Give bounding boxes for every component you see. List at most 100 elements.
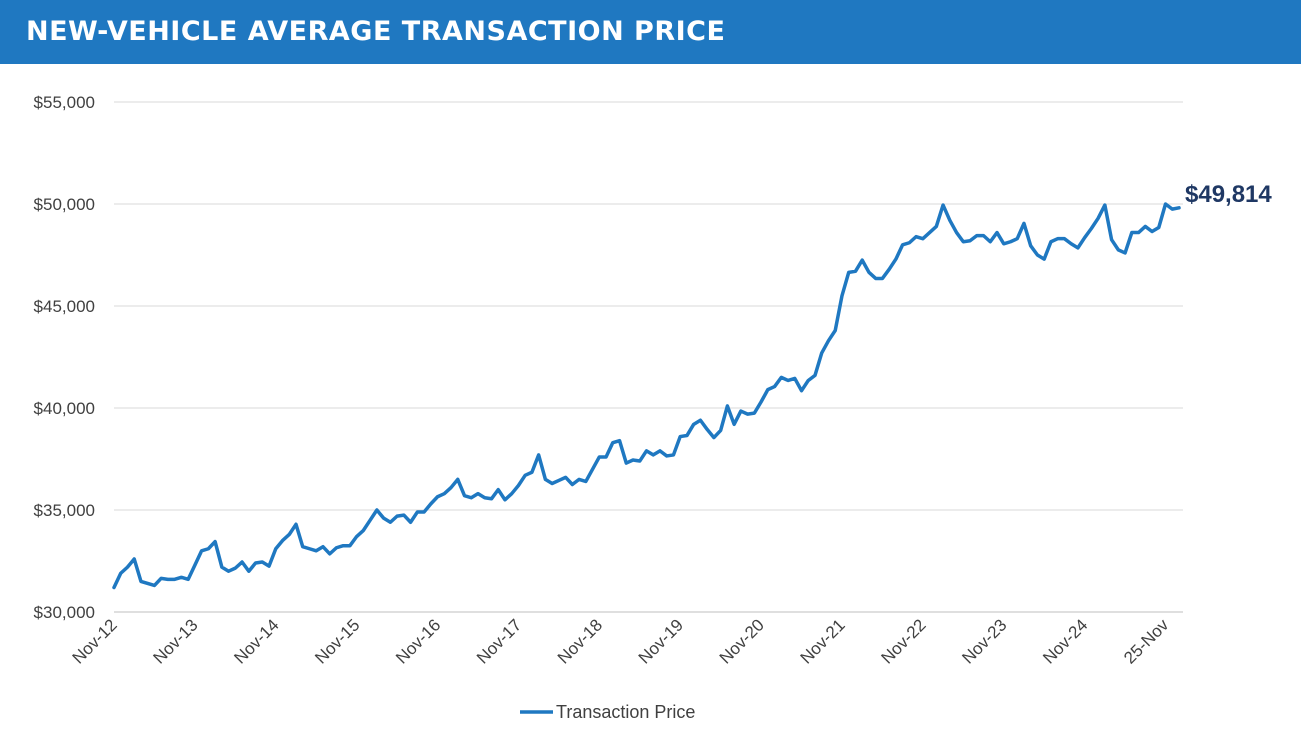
y-axis: $30,000 $35,000 $40,000 $45,000 $50,000 $55,0…: [34, 93, 95, 622]
data-point: [807, 379, 810, 382]
data-point: [557, 479, 560, 482]
data-point: [396, 515, 399, 518]
data-point: [1056, 237, 1059, 240]
data-point: [982, 234, 985, 237]
legend-label: Transaction Price: [556, 702, 695, 722]
y-tick-label: $50,000: [34, 195, 95, 214]
data-point: [989, 240, 992, 243]
data-point: [200, 549, 203, 552]
data-point: [1130, 231, 1133, 234]
data-point: [342, 544, 345, 547]
x-tick-label: Nov-12: [69, 615, 121, 667]
data-point: [1151, 230, 1154, 233]
data-point: [618, 439, 621, 442]
data-point: [773, 385, 776, 388]
data-point: [274, 547, 277, 550]
data-point: [1083, 236, 1086, 239]
data-point: [187, 578, 190, 581]
data-point: [544, 478, 547, 481]
x-tick-label: Nov-16: [392, 615, 444, 667]
data-point: [867, 271, 870, 274]
data-point: [139, 580, 142, 583]
chart-title: NEW-VEHICLE AVERAGE TRANSACTION PRICE: [26, 16, 726, 47]
data-point: [908, 241, 911, 244]
data-point: [220, 566, 223, 569]
data-point: [288, 533, 291, 536]
data-point: [996, 231, 999, 234]
data-point: [450, 486, 453, 489]
x-tick-label: Nov-17: [473, 615, 525, 667]
data-point: [483, 496, 486, 499]
data-point: [173, 578, 176, 581]
data-point: [1137, 231, 1140, 234]
data-point: [301, 545, 304, 548]
gridlines: [114, 101, 1183, 511]
data-point: [470, 496, 473, 499]
data-point: [854, 270, 857, 273]
data-point: [928, 231, 931, 234]
data-point: [1070, 242, 1073, 245]
data-point: [706, 428, 709, 431]
data-point: [348, 544, 351, 547]
data-point: [416, 511, 419, 514]
data-point: [760, 400, 763, 403]
data-point: [652, 453, 655, 456]
y-tick-label: $55,000: [34, 93, 95, 112]
data-point: [113, 586, 116, 589]
data-point: [1063, 237, 1066, 240]
y-tick-label: $45,000: [34, 297, 95, 316]
data-point: [382, 517, 385, 520]
x-tick-label: Nov-24: [1039, 615, 1091, 667]
data-point: [133, 557, 136, 560]
data-point: [1097, 217, 1100, 220]
data-point: [537, 453, 540, 456]
data-point: [254, 562, 257, 565]
data-point: [780, 376, 783, 379]
data-point: [746, 413, 749, 416]
data-point: [1043, 258, 1046, 261]
data-point: [975, 234, 978, 237]
data-point: [888, 268, 891, 271]
data-point: [571, 483, 574, 486]
data-point: [942, 204, 945, 207]
data-point: [793, 377, 796, 380]
data-point: [328, 552, 331, 555]
data-point: [948, 219, 951, 222]
data-point: [1076, 246, 1079, 249]
data-point: [800, 389, 803, 392]
data-point: [180, 576, 183, 579]
x-tick-label: Nov-20: [716, 615, 768, 667]
x-tick-label: Nov-21: [797, 615, 849, 667]
data-point: [719, 429, 722, 432]
data-point: [551, 482, 554, 485]
data-point: [840, 294, 843, 297]
data-point: [294, 523, 297, 526]
data-point: [787, 379, 790, 382]
data-point: [901, 243, 904, 246]
data-point: [1090, 227, 1093, 230]
data-point: [281, 539, 284, 542]
data-point: [611, 441, 614, 444]
data-point: [355, 535, 358, 538]
data-point: [955, 231, 958, 234]
y-tick-label: $30,000: [34, 603, 95, 622]
data-point: [166, 578, 169, 581]
data-point: [409, 521, 412, 524]
data-point: [335, 546, 338, 549]
data-point: [1049, 240, 1052, 243]
data-point: [490, 497, 493, 500]
data-point: [423, 511, 426, 514]
data-point: [598, 455, 601, 458]
x-axis: Nov-12 Nov-13 Nov-14 Nov-15 Nov-16 Nov-17 Nov-…: [69, 615, 1173, 668]
data-point: [726, 404, 729, 407]
data-point: [146, 582, 149, 585]
data-point: [214, 540, 217, 543]
data-point: [962, 240, 965, 243]
data-point: [375, 509, 378, 512]
data-point: [645, 449, 648, 452]
x-tick-label: Nov-19: [635, 615, 687, 667]
data-point: [315, 549, 318, 552]
data-point: [672, 453, 675, 456]
data-point: [679, 435, 682, 438]
data-point: [733, 423, 736, 426]
